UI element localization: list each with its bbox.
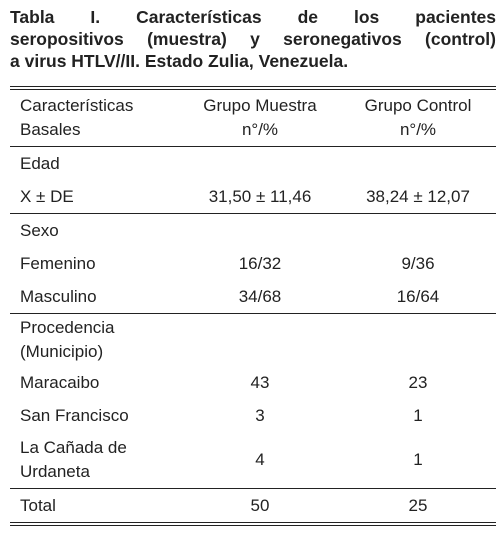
table-body: Edad X ± DE 31,50 ± 11,46 38,24 ± 12,07 Sexo…: [10, 146, 496, 524]
title-line: Tabla I. Características de los paciente…: [10, 7, 496, 27]
data-row: X ± DE 31,50 ± 11,46 38,24 ± 12,07: [10, 180, 496, 214]
row-label: San Francisco: [20, 405, 129, 425]
group-label: Sexo: [20, 220, 59, 240]
empty-cell: [340, 214, 496, 248]
group-row: Edad: [10, 146, 496, 181]
header-text: n°/%: [241, 120, 279, 139]
row-label: Masculino: [20, 286, 97, 306]
title-line: seropositivos (muestra) y seronegativos …: [10, 29, 496, 49]
title-line: a virus HTLV//II. Estado Zulia, Venezuel…: [10, 51, 349, 71]
cell-value: 16/32: [238, 253, 282, 273]
group-row: Sexo: [10, 213, 496, 248]
data-row: Maracaibo 43 23: [10, 366, 496, 399]
group-row: Procedencia (Municipio): [10, 313, 496, 367]
cell-value: 1: [413, 405, 423, 425]
row-label: Femenino: [20, 253, 96, 273]
cell-value: 43: [250, 372, 270, 392]
data-row: San Francisco 3 1: [10, 399, 496, 432]
header-text: Características: [20, 96, 134, 115]
cell-value: 4: [255, 450, 265, 469]
row-label: La Cañada de Urdaneta: [20, 438, 127, 481]
cell-value: 34/68: [238, 286, 282, 306]
cell-value: 1: [413, 450, 423, 469]
header-text: Grupo Control: [364, 96, 472, 115]
table-title: Tabla I. Características de los paciente…: [10, 6, 496, 72]
table-header: Características Basales Grupo Muestra n°/% G…: [10, 88, 496, 147]
data-table: Características Basales Grupo Muestra n°/% G…: [10, 86, 496, 526]
header-text: Basales: [20, 120, 81, 139]
row-label: Total: [20, 495, 56, 515]
data-row: La Cañada de Urdaneta 4 1: [10, 432, 496, 489]
header-cell: Grupo Control n°/%: [340, 88, 496, 147]
cell-value: 50: [250, 495, 270, 515]
group-label: Procedencia (Municipio): [20, 318, 115, 361]
cell-value: 25: [408, 495, 428, 515]
cell-value: 31,50 ± 11,46: [208, 186, 312, 206]
cell-value: 38,24 ± 12,07: [366, 186, 470, 206]
header-text: n°/%: [399, 120, 437, 139]
header-row: Características Basales Grupo Muestra n°/% G…: [10, 88, 496, 147]
empty-cell: [180, 214, 340, 248]
empty-cell: [340, 314, 496, 367]
empty-cell: [340, 147, 496, 181]
cell-value: 3: [255, 405, 265, 425]
data-row: Total 50 25: [10, 488, 496, 524]
group-label: Edad: [20, 153, 60, 173]
data-row: Masculino 34/68 16/64: [10, 280, 496, 314]
cell-value: 23: [408, 372, 428, 392]
header-cell: Características Basales: [10, 88, 180, 147]
row-label: X ± DE: [20, 186, 74, 206]
header-cell: Grupo Muestra n°/%: [180, 88, 340, 147]
row-label: Maracaibo: [20, 372, 100, 392]
empty-cell: [180, 147, 340, 181]
cell-value: 9/36: [401, 253, 435, 273]
empty-cell: [180, 314, 340, 367]
data-row: Femenino 16/32 9/36: [10, 247, 496, 280]
cell-value: 16/64: [396, 286, 440, 306]
header-text: Grupo Muestra: [203, 96, 317, 115]
